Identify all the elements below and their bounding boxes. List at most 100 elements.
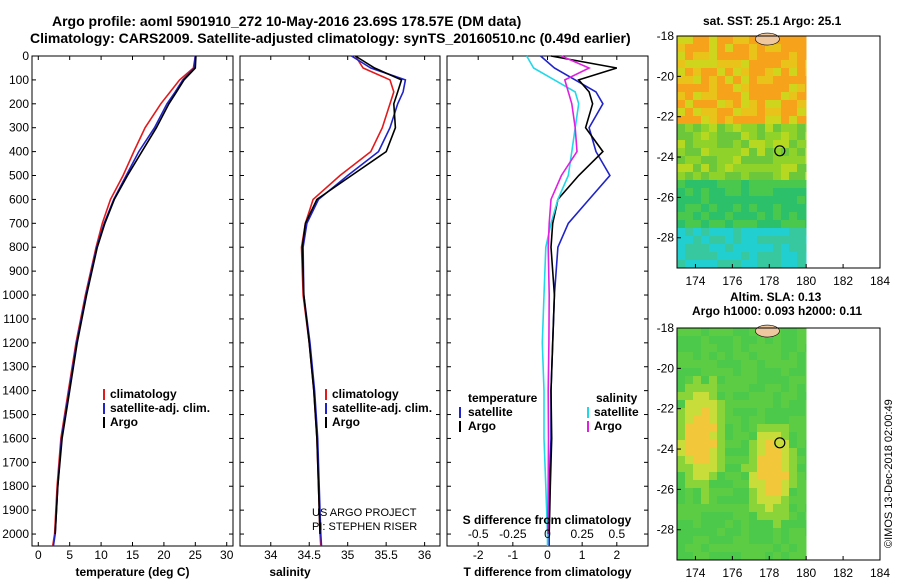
map-cell — [765, 188, 774, 197]
map-cell — [789, 156, 798, 165]
map-cell — [725, 124, 734, 133]
map-cell — [717, 188, 726, 197]
map-cell — [805, 36, 807, 45]
map-cell — [773, 400, 782, 409]
map-cell — [797, 68, 806, 77]
map-cell — [789, 536, 798, 545]
legend-label: Argo — [594, 419, 622, 433]
map-cell — [733, 116, 742, 125]
series-line-s-argo — [547, 55, 592, 535]
legend-label: climatology — [110, 387, 177, 401]
map-cell — [725, 472, 734, 481]
map-cell — [773, 220, 782, 229]
map-cell — [757, 424, 766, 433]
map-cell — [797, 52, 806, 61]
map-cell — [709, 172, 718, 181]
map-cell — [677, 196, 686, 205]
map-cell — [685, 236, 694, 245]
map-cell — [773, 384, 782, 393]
map-cell — [693, 408, 702, 417]
map-cell — [677, 336, 686, 345]
map-cell — [765, 408, 774, 417]
map-cell — [797, 536, 806, 545]
map-cell — [797, 392, 806, 401]
map-cell — [741, 360, 750, 369]
map-cell — [757, 52, 766, 61]
map-cell — [805, 400, 807, 409]
y-tick-label: 600 — [9, 192, 29, 206]
map-cell — [717, 44, 726, 53]
map-cell — [797, 400, 806, 409]
map-cell — [677, 456, 686, 465]
map-cell — [789, 68, 798, 77]
map-cell — [805, 528, 807, 537]
s-tick-label: 0.5 — [608, 527, 625, 541]
map-cell — [749, 84, 758, 93]
map-cell — [693, 384, 702, 393]
map-cell — [757, 488, 766, 497]
map-cell — [805, 188, 807, 197]
map-cell — [781, 172, 790, 181]
map-cell — [797, 456, 806, 465]
map-cell — [693, 352, 702, 361]
map-cell — [789, 552, 798, 561]
map-cell — [749, 456, 758, 465]
map-cell — [693, 36, 702, 45]
map-cell — [805, 140, 807, 149]
map-cell — [677, 204, 686, 213]
map-cell — [805, 172, 807, 181]
map-cell — [749, 196, 758, 205]
map-cell — [717, 156, 726, 165]
map-cell — [805, 180, 807, 189]
map-cell — [797, 424, 806, 433]
map-cell — [749, 180, 758, 189]
map-cell — [733, 496, 742, 505]
map-cell — [685, 172, 694, 181]
map-cell — [805, 92, 807, 101]
map-cell — [717, 52, 726, 61]
map-cell — [717, 108, 726, 117]
map-cell — [677, 164, 686, 173]
map-cell — [733, 148, 742, 157]
map-cell — [685, 60, 694, 69]
map-cell — [757, 432, 766, 441]
series-line-argo — [54, 55, 197, 535]
map-cell — [693, 76, 702, 85]
map-cell — [781, 164, 790, 173]
map-cell — [781, 544, 790, 553]
map-cell — [797, 528, 806, 537]
map-cell — [741, 520, 750, 529]
map-cell — [749, 116, 758, 125]
map-cell — [805, 368, 807, 377]
map-cell — [709, 204, 718, 213]
map-cell — [701, 400, 710, 409]
map-cell — [709, 52, 718, 61]
map-cell — [709, 236, 718, 245]
map-cell — [701, 344, 710, 353]
map-cell — [701, 512, 710, 521]
map-cell — [781, 488, 790, 497]
map-cell — [701, 68, 710, 77]
map-cell — [789, 416, 798, 425]
map-cell — [773, 408, 782, 417]
map-cell — [733, 164, 742, 173]
map-cell — [805, 244, 807, 253]
map-cell — [701, 172, 710, 181]
map-cell — [717, 360, 726, 369]
map-cell — [733, 212, 742, 221]
map-cell — [677, 252, 686, 261]
map-cell — [693, 328, 702, 337]
map-cell — [805, 432, 807, 441]
map-cell — [797, 496, 806, 505]
map-cell — [781, 400, 790, 409]
map-cell — [805, 336, 807, 345]
map-cell — [789, 544, 798, 553]
map-cell — [757, 76, 766, 85]
map-cell — [781, 552, 790, 561]
map-cell — [685, 52, 694, 61]
map-cell — [797, 344, 806, 353]
map-cell — [685, 92, 694, 101]
map-cell — [693, 244, 702, 253]
map-cell — [741, 236, 750, 245]
y-tick-label: 1900 — [2, 503, 29, 517]
